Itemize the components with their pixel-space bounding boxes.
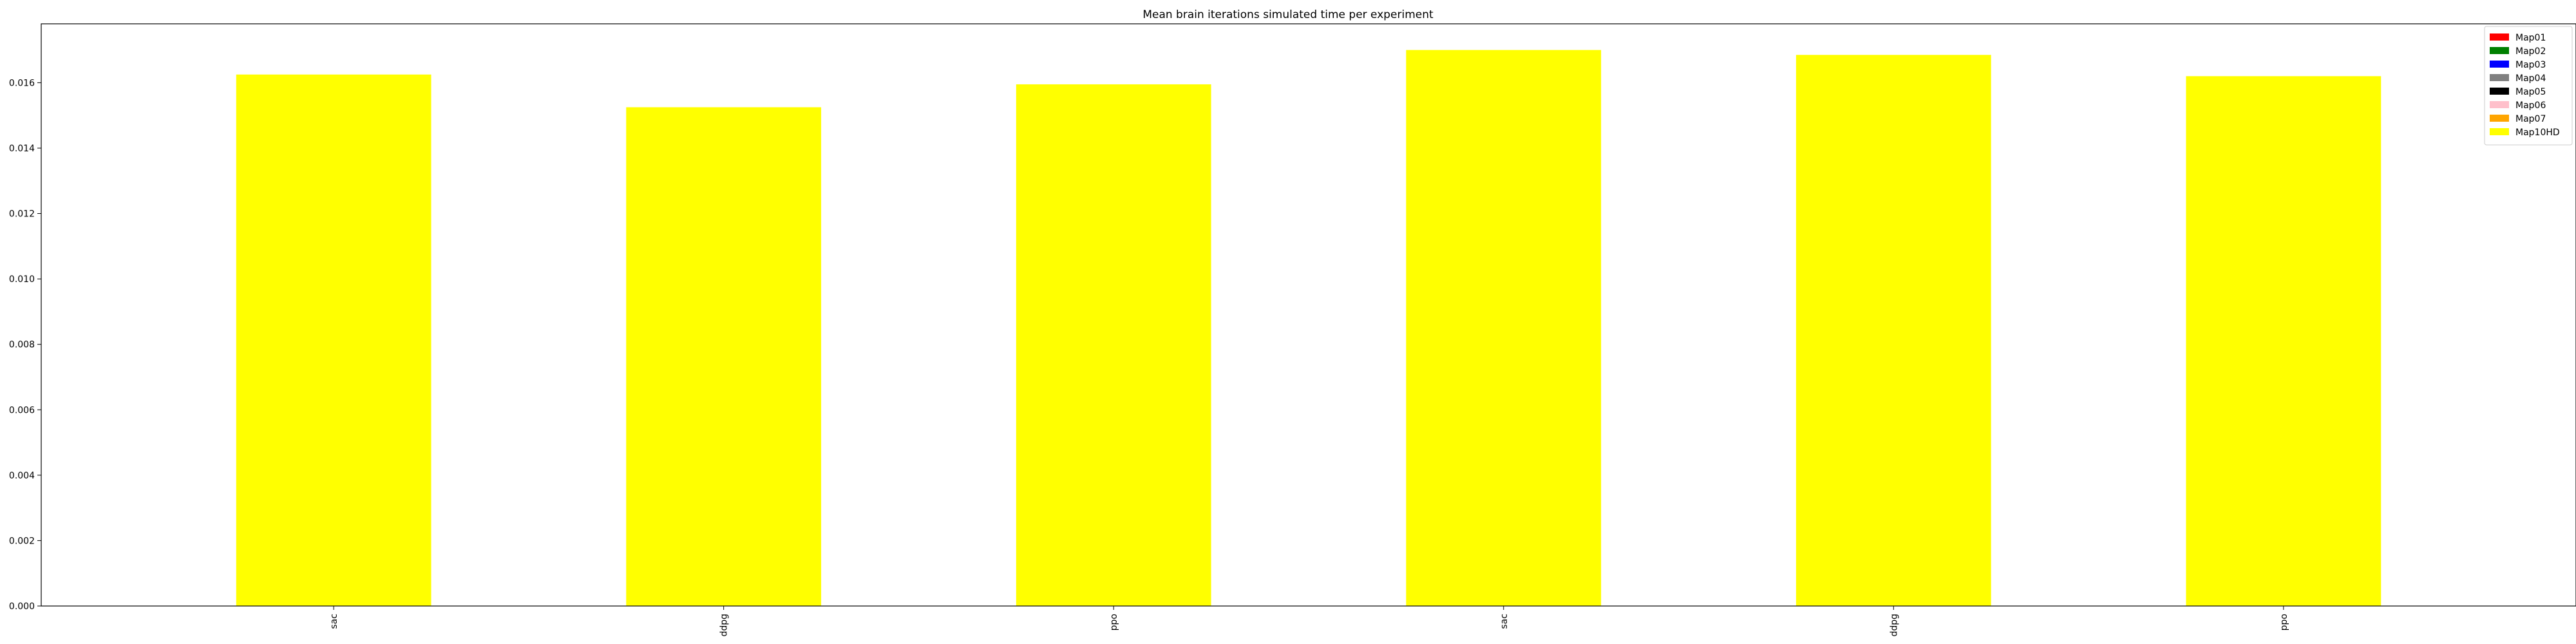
legend-swatch-2 [2490,61,2509,68]
legend-label-6: Map07 [2515,114,2546,124]
chart-title: Mean brain iterations simulated time per… [1142,8,1434,21]
x-tick-label-1: ddpg [719,614,730,637]
legend-swatch-5 [2490,101,2509,108]
y-tick-label-7: 0.014 [9,144,35,154]
legend-label-4: Map05 [2515,87,2546,97]
y-tick-label-2: 0.004 [9,471,35,481]
legend-label-2: Map03 [2515,60,2546,70]
x-tick-label-2: ppo [1109,614,1119,630]
x-axis: sac ddpg ppo sac ddpg ppo [329,606,2289,637]
legend-label-1: Map02 [2515,46,2546,57]
legend-swatch-3 [2490,74,2509,81]
bar-0 [236,74,431,606]
legend-swatch-1 [2490,47,2509,54]
x-tick-label-3: sac [1499,614,1510,629]
x-tick-label-5: ppo [2279,614,2289,630]
x-tick-label-4: ddpg [1889,614,1899,637]
y-tick-label-5: 0.010 [9,274,35,285]
legend-swatch-4 [2490,88,2509,95]
y-tick-label-1: 0.002 [9,536,35,546]
bar-3 [1406,50,1602,606]
y-tick-label-0: 0.000 [9,601,35,612]
y-tick-label-8: 0.016 [9,78,35,88]
legend-swatch-6 [2490,115,2509,122]
x-tick-label-0: sac [329,614,339,629]
plot-frame [41,23,2576,607]
bar-5 [2186,76,2382,607]
y-tick-label-4: 0.008 [9,340,35,350]
legend-label-7: Map10HD [2515,128,2560,138]
bar-4 [1795,55,1991,606]
legend-label-3: Map04 [2515,73,2546,84]
bar-1 [626,107,822,606]
y-axis: 0.000 0.002 0.004 0.006 0.008 0.010 0.012 0.014… [9,78,41,612]
legend-label-5: Map06 [2515,100,2546,111]
bars-group [236,50,2382,607]
y-tick-label-6: 0.012 [9,209,35,220]
legend-label-0: Map01 [2515,33,2546,43]
legend-swatch-0 [2490,33,2509,41]
legend: Map01 Map02 Map03 Map04 Map05 Map06 Map07 Map10… [2484,26,2573,146]
legend-swatch-7 [2490,128,2509,135]
bar-2 [1016,84,1211,606]
y-tick-label-3: 0.006 [9,405,35,415]
